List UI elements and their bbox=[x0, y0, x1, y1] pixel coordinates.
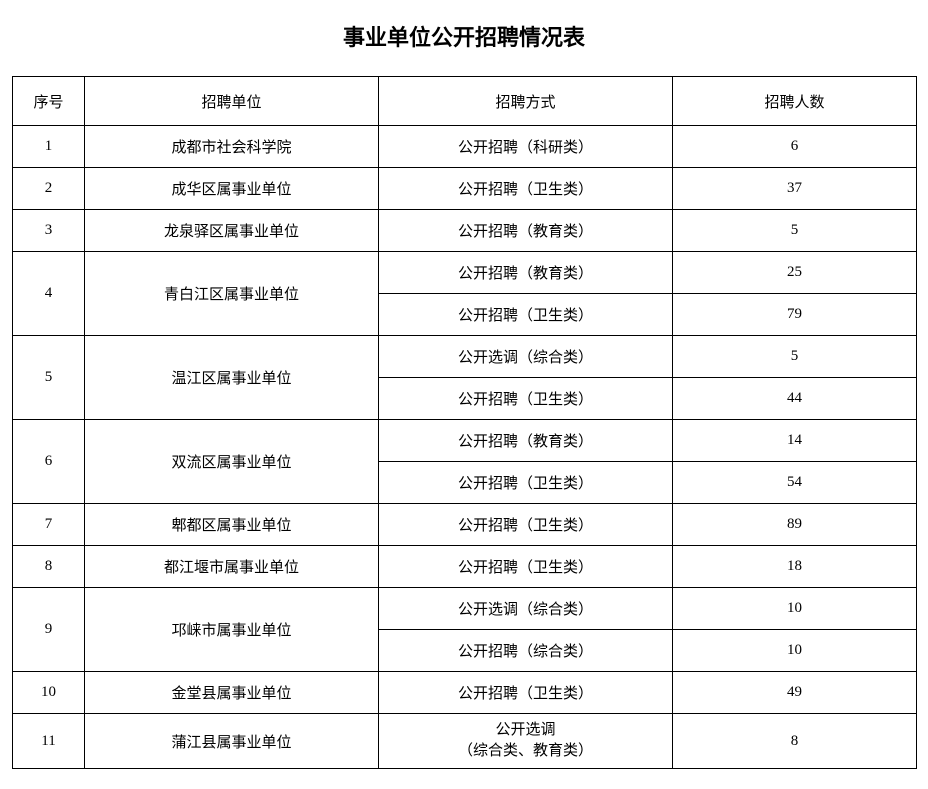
cell-count: 6 bbox=[673, 126, 917, 168]
cell-unit: 温江区属事业单位 bbox=[85, 336, 379, 420]
table-row: 9邛崃市属事业单位公开选调（综合类）10 bbox=[13, 588, 917, 630]
col-header-method: 招聘方式 bbox=[379, 77, 673, 126]
recruitment-table: 序号 招聘单位 招聘方式 招聘人数 1成都市社会科学院公开招聘（科研类）62成华… bbox=[12, 76, 917, 769]
col-header-count: 招聘人数 bbox=[673, 77, 917, 126]
cell-method: 公开招聘（综合类） bbox=[379, 630, 673, 672]
cell-no: 7 bbox=[13, 504, 85, 546]
cell-no: 4 bbox=[13, 252, 85, 336]
cell-count: 8 bbox=[673, 714, 917, 769]
cell-no: 5 bbox=[13, 336, 85, 420]
cell-count: 10 bbox=[673, 630, 917, 672]
table-row: 5温江区属事业单位公开选调（综合类）5 bbox=[13, 336, 917, 378]
cell-count: 79 bbox=[673, 294, 917, 336]
col-header-unit: 招聘单位 bbox=[85, 77, 379, 126]
cell-method: 公开招聘（教育类） bbox=[379, 210, 673, 252]
cell-count: 44 bbox=[673, 378, 917, 420]
cell-unit: 成华区属事业单位 bbox=[85, 168, 379, 210]
table-header-row: 序号 招聘单位 招聘方式 招聘人数 bbox=[13, 77, 917, 126]
cell-unit: 龙泉驿区属事业单位 bbox=[85, 210, 379, 252]
table-row: 8都江堰市属事业单位公开招聘（卫生类）18 bbox=[13, 546, 917, 588]
table-row: 2成华区属事业单位公开招聘（卫生类）37 bbox=[13, 168, 917, 210]
col-header-no: 序号 bbox=[13, 77, 85, 126]
cell-no: 8 bbox=[13, 546, 85, 588]
cell-no: 11 bbox=[13, 714, 85, 769]
cell-no: 10 bbox=[13, 672, 85, 714]
table-row: 6双流区属事业单位公开招聘（教育类）14 bbox=[13, 420, 917, 462]
cell-no: 9 bbox=[13, 588, 85, 672]
table-row: 10金堂县属事业单位公开招聘（卫生类）49 bbox=[13, 672, 917, 714]
cell-no: 6 bbox=[13, 420, 85, 504]
cell-method: 公开选调（综合类、教育类） bbox=[379, 714, 673, 769]
cell-unit: 蒲江县属事业单位 bbox=[85, 714, 379, 769]
table-row: 3龙泉驿区属事业单位公开招聘（教育类）5 bbox=[13, 210, 917, 252]
cell-count: 5 bbox=[673, 210, 917, 252]
cell-count: 14 bbox=[673, 420, 917, 462]
cell-count: 49 bbox=[673, 672, 917, 714]
table-row: 11蒲江县属事业单位公开选调（综合类、教育类）8 bbox=[13, 714, 917, 769]
cell-count: 54 bbox=[673, 462, 917, 504]
cell-method: 公开招聘（教育类） bbox=[379, 420, 673, 462]
cell-method: 公开选调（综合类） bbox=[379, 588, 673, 630]
cell-method: 公开招聘（卫生类） bbox=[379, 294, 673, 336]
cell-count: 37 bbox=[673, 168, 917, 210]
cell-unit: 郫都区属事业单位 bbox=[85, 504, 379, 546]
cell-method: 公开招聘（卫生类） bbox=[379, 462, 673, 504]
cell-method: 公开招聘（卫生类） bbox=[379, 504, 673, 546]
cell-unit: 双流区属事业单位 bbox=[85, 420, 379, 504]
cell-method: 公开招聘（卫生类） bbox=[379, 378, 673, 420]
cell-method: 公开招聘（科研类） bbox=[379, 126, 673, 168]
cell-count: 89 bbox=[673, 504, 917, 546]
cell-no: 2 bbox=[13, 168, 85, 210]
cell-no: 3 bbox=[13, 210, 85, 252]
cell-unit: 成都市社会科学院 bbox=[85, 126, 379, 168]
cell-method: 公开招聘（教育类） bbox=[379, 252, 673, 294]
cell-method: 公开招聘（卫生类） bbox=[379, 672, 673, 714]
cell-count: 25 bbox=[673, 252, 917, 294]
cell-unit: 都江堰市属事业单位 bbox=[85, 546, 379, 588]
cell-unit: 青白江区属事业单位 bbox=[85, 252, 379, 336]
cell-method: 公开招聘（卫生类） bbox=[379, 168, 673, 210]
cell-no: 1 bbox=[13, 126, 85, 168]
page-title: 事业单位公开招聘情况表 bbox=[12, 20, 916, 52]
cell-method: 公开招聘（卫生类） bbox=[379, 546, 673, 588]
table-row: 4青白江区属事业单位公开招聘（教育类）25 bbox=[13, 252, 917, 294]
table-row: 7郫都区属事业单位公开招聘（卫生类）89 bbox=[13, 504, 917, 546]
table-row: 1成都市社会科学院公开招聘（科研类）6 bbox=[13, 126, 917, 168]
cell-unit: 金堂县属事业单位 bbox=[85, 672, 379, 714]
cell-count: 10 bbox=[673, 588, 917, 630]
cell-method: 公开选调（综合类） bbox=[379, 336, 673, 378]
cell-count: 5 bbox=[673, 336, 917, 378]
cell-count: 18 bbox=[673, 546, 917, 588]
cell-unit: 邛崃市属事业单位 bbox=[85, 588, 379, 672]
